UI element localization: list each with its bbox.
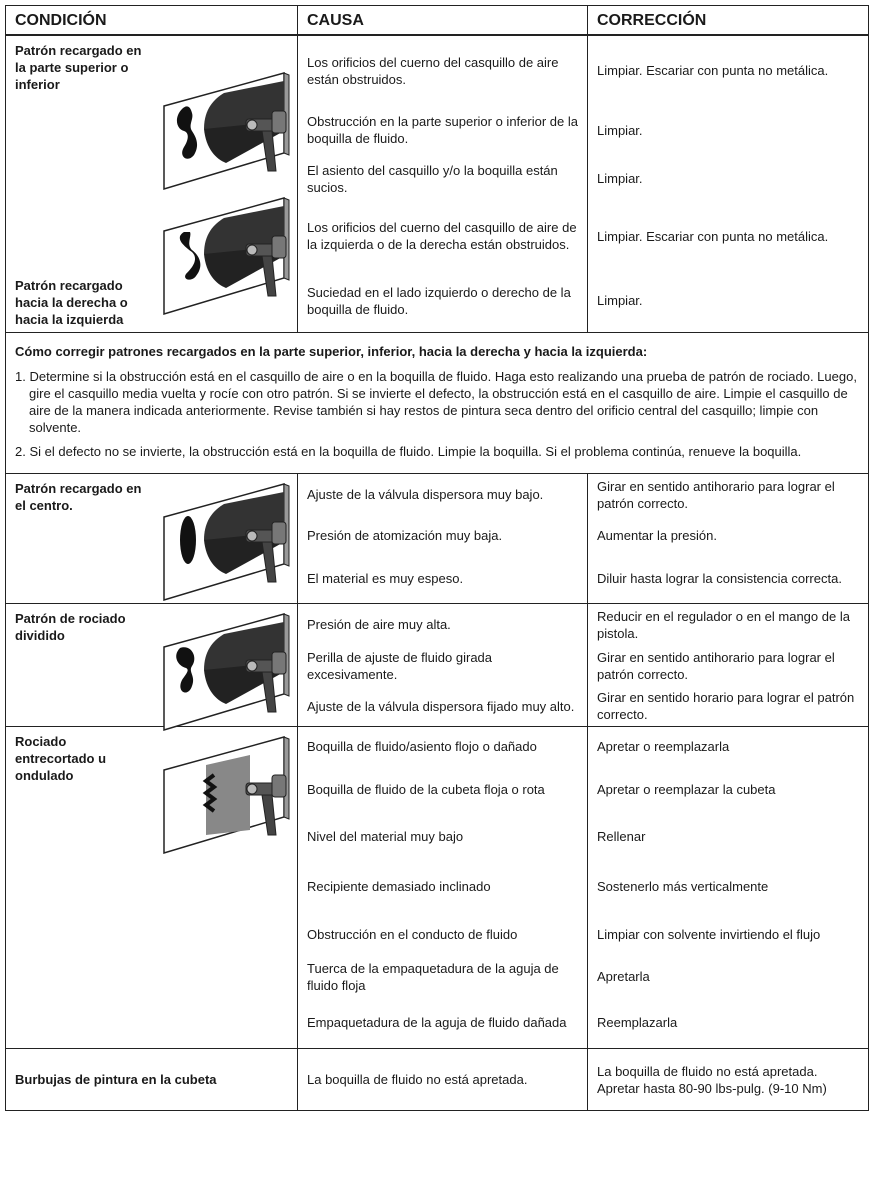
spray-illustration xyxy=(163,736,290,855)
cause-cell: Presión de atomización muy baja. xyxy=(297,516,588,554)
correction-cell: La boquilla de fluido no está apretada. … xyxy=(587,1048,869,1111)
table-row: Nivel del material muy bajo Rellenar xyxy=(6,811,869,862)
table-row: Burbujas de pintura en la cubeta La boqui… xyxy=(5,1048,869,1111)
note-item: 1. Determine si la obstrucción está en e… xyxy=(15,368,857,435)
cause-cell: Ajuste de la válvula dispersora fijado m… xyxy=(297,686,588,727)
condition-cell: Patrón de rociado dividido xyxy=(5,602,298,731)
cause-cell: Tuerca de la empaquetadura de la aguja d… xyxy=(297,956,588,997)
table-row: Empaquetadura de la aguja de fluido daña… xyxy=(6,996,869,1049)
cause-cell: Recipiente demasiado inclinado xyxy=(297,861,588,912)
correction-cell: Apretar o reemplazarla xyxy=(587,726,869,767)
correction-cell: Limpiar. xyxy=(587,155,869,202)
correction-cell: Aumentar la presión. xyxy=(587,516,869,554)
cause-cell: El material es muy espeso. xyxy=(297,554,588,604)
condition-text: Patrón recargado en la parte superior o … xyxy=(15,43,142,92)
cause-cell: Los orificios del cuerno del casquillo d… xyxy=(297,35,588,105)
header-cell: CORRECCIÓN xyxy=(587,5,869,36)
condition-text: Burbujas de pintura en la cubeta xyxy=(15,1072,217,1087)
note-cell: Cómo corregir patrones recargados en la … xyxy=(5,331,869,474)
correction-cell: Limpiar. Escariar con punta no metálica. xyxy=(587,35,869,105)
note-row: Cómo corregir patrones recargados en la … xyxy=(5,331,869,474)
spray-illustration xyxy=(163,72,290,191)
troubleshooting-table: CONDICIÓN CAUSA CORRECCIÓN Patrón recarg… xyxy=(5,5,869,1111)
table-row: Ajuste de la válvula dispersora fijado m… xyxy=(6,686,869,727)
correction-cell: Limpiar. Escariar con punta no metálica. xyxy=(587,202,869,270)
correction-cell: Apretarla xyxy=(587,956,869,997)
table-body: Patrón recargado en la parte superior o … xyxy=(5,34,869,1111)
cause-cell: Ajuste de la válvula dispersora muy bajo… xyxy=(297,473,588,516)
table-row: Presión de atomización muy baja. Aumentar… xyxy=(6,516,869,554)
cause-cell: Los orificios del cuerno del casquillo d… xyxy=(297,202,588,270)
table-row: Perilla de ajuste de fluido girada exces… xyxy=(6,646,869,686)
correction-cell: Girar en sentido antihorario para lograr… xyxy=(587,646,869,686)
table-row: Rociado entrecortado u ondulado Boquilla… xyxy=(5,726,869,1049)
cause-cell: La boquilla de fluido no está apretada. xyxy=(297,1048,588,1111)
correction-cell: Limpiar. xyxy=(587,105,869,155)
table-row: Tuerca de la empaquetadura de la aguja d… xyxy=(6,956,869,997)
header-cell: CAUSA xyxy=(297,5,588,36)
header-cell: CONDICIÓN xyxy=(5,5,298,36)
cause-cell: Empaquetadura de la aguja de fluido daña… xyxy=(297,996,588,1049)
table-row: Suciedad en el lado izquierdo o derecho … xyxy=(6,270,869,333)
cause-cell: Nivel del material muy bajo xyxy=(297,811,588,862)
cause-cell: Suciedad en el lado izquierdo o derecho … xyxy=(297,270,588,333)
note-item: 2. Si el defecto no se invierte, la obst… xyxy=(15,443,802,459)
note-title: Cómo corregir patrones recargados en la … xyxy=(15,343,648,359)
condition-text: Rociado entrecortado u ondulado xyxy=(15,734,107,783)
correction-cell: Diluir hasta lograr la consistencia corr… xyxy=(587,554,869,604)
table-row: El asiento del casquillo y/o la boquilla… xyxy=(6,155,869,202)
table-row: Recipiente demasiado inclinado Sostenerlo… xyxy=(6,861,869,912)
cause-cell: El asiento del casquillo y/o la boquilla… xyxy=(297,155,588,202)
condition-cell: Burbujas de pintura en la cubeta xyxy=(5,1048,298,1111)
table-row: Boquilla de fluido de la cubeta floja o … xyxy=(6,766,869,812)
correction-cell: Reemplazarla xyxy=(587,996,869,1049)
condition-text: Patrón de rociado dividido xyxy=(15,610,126,643)
correction-cell: Limpiar. xyxy=(587,270,869,333)
cause-cell: Obstrucción en el conducto de fluido xyxy=(297,911,588,957)
table-row: El material es muy espeso. Diluir hasta l… xyxy=(6,554,869,604)
correction-cell: Rellenar xyxy=(587,811,869,862)
correction-cell: Girar en sentido horario para lograr el … xyxy=(587,686,869,727)
table-row: Los orificios del cuerno del casquillo d… xyxy=(6,202,869,270)
spray-illustration xyxy=(163,612,290,731)
table-row: Patrón recargado en el centro. Ajuste de… xyxy=(5,472,869,604)
table-row: Obstrucción en el conducto de fluido Limp… xyxy=(6,911,869,957)
condition-cell: Rociado entrecortado u ondulado xyxy=(5,726,298,1049)
cause-cell: Boquilla de fluido de la cubeta floja o … xyxy=(297,766,588,812)
cause-cell: Perilla de ajuste de fluido girada exces… xyxy=(297,646,588,686)
table-row: Patrón recargado en la parte superior o … xyxy=(5,34,869,333)
condition-text: Patrón recargado en el centro. xyxy=(15,480,142,513)
table-row: Patrón de rociado dividido Presión de ai… xyxy=(5,602,869,731)
spray-illustration xyxy=(163,197,290,316)
condition-cell: Patrón recargado en la parte superior o … xyxy=(5,34,298,333)
cause-cell: Presión de aire muy alta. xyxy=(297,603,588,646)
correction-cell: Sostenerlo más verticalmente xyxy=(587,861,869,912)
cause-cell: Boquilla de fluido/asiento flojo o dañad… xyxy=(297,726,588,767)
correction-cell: Reducir en el regulador o en el mango de… xyxy=(587,603,869,646)
correction-cell: Apretar o reemplazar la cubeta xyxy=(587,766,869,812)
header-row: CONDICIÓN CAUSA CORRECCIÓN xyxy=(5,5,869,36)
correction-cell: Limpiar con solvente invirtiendo el fluj… xyxy=(587,911,869,957)
correction-cell: Girar en sentido antihorario para lograr… xyxy=(587,473,869,516)
cause-cell: Obstrucción en la parte superior o infer… xyxy=(297,105,588,155)
condition-text: Patrón recargado hacia la derecha o haci… xyxy=(15,277,128,327)
spray-illustration xyxy=(163,482,290,601)
condition-cell: Patrón recargado en el centro. xyxy=(5,472,298,604)
table-row: Obstrucción en la parte superior o infer… xyxy=(6,105,869,155)
